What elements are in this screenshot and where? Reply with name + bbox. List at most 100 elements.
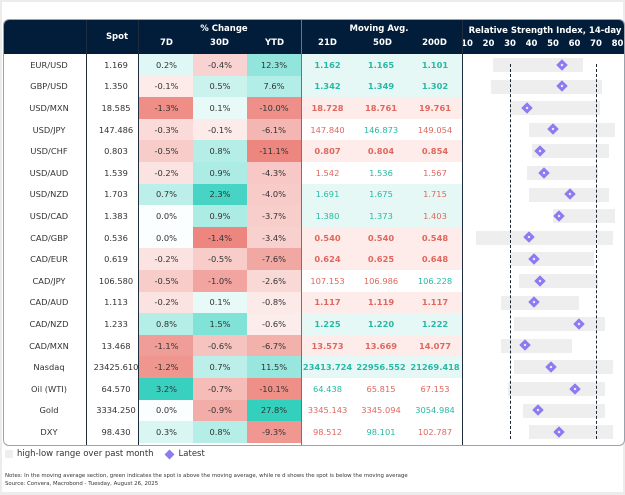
ma-21d: 23413.724 xyxy=(301,356,354,378)
ma-200d: 149.054 xyxy=(408,118,462,141)
ma-200d: 3054.984 xyxy=(408,399,462,422)
instrument-label: USD/JPY xyxy=(4,118,94,141)
header-50d: 50D xyxy=(373,38,392,48)
change-30d: -0.4% xyxy=(193,54,247,76)
table-row: CAD/JPY 106.580 -0.5% -1.0% -2.6% 107.153 106.… xyxy=(4,270,624,292)
ma-200d: 102.787 xyxy=(408,421,462,443)
ma-200d: 106.228 xyxy=(408,270,462,292)
change-ytd: -7.6% xyxy=(247,248,301,270)
rsi-range-bar xyxy=(529,122,616,137)
header-30d: 30D xyxy=(210,38,229,48)
change-7d: -0.5% xyxy=(139,270,194,292)
ma-50d: 146.873 xyxy=(354,118,408,141)
ma-50d: 1.220 xyxy=(354,313,408,335)
rsi-range-bar xyxy=(514,360,614,375)
header-21d: 21D xyxy=(318,38,337,48)
table-row: USD/NZD 1.703 0.7% 2.3% -4.0% 1.691 1.675 1.715 xyxy=(4,183,624,206)
ma-21d: 1.225 xyxy=(301,313,354,335)
ma-21d: 98.512 xyxy=(301,421,354,443)
ma-50d: 98.101 xyxy=(354,421,408,443)
header-rsi-title: Relative Strength Index, 14-day xyxy=(468,26,622,36)
table-row: Gold 3334.250 0.0% -0.9% 27.8% 3345.143 3345.0… xyxy=(4,399,624,422)
change-30d: 0.9% xyxy=(193,205,247,227)
ma-21d: 64.438 xyxy=(301,378,354,400)
header-pct-change: % Change xyxy=(200,24,248,34)
change-30d: -0.6% xyxy=(193,334,247,357)
instrument-label: CAD/NZD xyxy=(4,313,94,335)
source-line: Source: Convera, Macrobond - Tuesday, Au… xyxy=(5,481,159,487)
spot-value: 1.703 xyxy=(94,183,138,206)
ma-200d: 19.761 xyxy=(408,97,462,119)
spot-value: 1.383 xyxy=(94,205,138,227)
ma-21d: 1.342 xyxy=(301,75,354,98)
change-7d: -1.1% xyxy=(139,334,194,357)
ma-50d: 106.986 xyxy=(354,270,408,292)
change-7d: 0.8% xyxy=(139,313,194,335)
instrument-label: CAD/EUR xyxy=(4,248,94,270)
change-ytd: -2.6% xyxy=(247,270,301,292)
change-ytd: -10.1% xyxy=(247,378,301,400)
spot-value: 1.113 xyxy=(94,291,138,314)
instrument-label: CAD/JPY xyxy=(4,270,94,292)
ma-21d: 147.840 xyxy=(301,118,354,141)
rsi-range-bar xyxy=(507,382,605,396)
change-ytd: 27.8% xyxy=(247,399,301,422)
ma-200d: 1.222 xyxy=(408,313,462,335)
instrument-label: USD/CAD xyxy=(4,205,94,227)
ma-50d: 13.669 xyxy=(354,334,408,357)
change-ytd: -0.6% xyxy=(247,313,301,335)
header-moving-avg: Moving Avg. xyxy=(349,24,409,34)
spot-value: 0.619 xyxy=(94,248,138,270)
ma-200d: 1.302 xyxy=(408,75,462,98)
table-row: DXY 98.430 0.3% 0.8% -9.3% 98.512 98.101 102.78… xyxy=(4,421,624,443)
change-ytd: -0.8% xyxy=(247,291,301,314)
rsi-range-bar xyxy=(553,209,616,224)
rsi-range-bar xyxy=(529,425,614,440)
spot-value: 0.803 xyxy=(94,140,138,162)
change-7d: -0.2% xyxy=(139,248,194,270)
rsi-range-bar xyxy=(501,295,579,310)
change-ytd: 7.6% xyxy=(247,75,301,98)
change-30d: -0.1% xyxy=(193,118,247,141)
change-30d: -0.5% xyxy=(193,248,247,270)
ma-21d: 1.117 xyxy=(301,291,354,314)
ma-50d: 0.804 xyxy=(354,140,408,162)
instrument-label: CAD/AUD xyxy=(4,291,94,314)
change-7d: 0.2% xyxy=(139,54,194,76)
change-7d: -1.2% xyxy=(139,356,194,378)
rsi-range-bar xyxy=(514,317,605,332)
footnotes: Notes: In the moving average section, gr… xyxy=(5,472,408,488)
change-ytd: -4.3% xyxy=(247,162,301,184)
table-row: GBP/USD 1.350 -0.1% 0.5% 7.6% 1.342 1.349 1.302 xyxy=(4,75,624,98)
ma-200d: 0.854 xyxy=(408,140,462,162)
rsi-range-bar xyxy=(501,338,573,353)
change-7d: -0.2% xyxy=(139,162,194,184)
header-ytd: YTD xyxy=(264,38,284,48)
ma-21d: 0.807 xyxy=(301,140,354,162)
table-row: USD/CAD 1.383 0.0% 0.9% -3.7% 1.380 1.373 1.403 xyxy=(4,205,624,227)
ma-50d: 1.675 xyxy=(354,183,408,206)
change-7d: 0.7% xyxy=(139,183,194,206)
spot-value: 64.570 xyxy=(94,378,138,400)
spot-value: 13.468 xyxy=(94,334,138,357)
table-row: USD/CHF 0.803 -0.5% 0.8% -11.1% 0.807 0.804 0.8… xyxy=(4,140,624,162)
change-30d: 0.5% xyxy=(193,75,247,98)
rsi-range-bar xyxy=(490,79,603,94)
spot-value: 1.169 xyxy=(94,54,138,76)
column-divider xyxy=(301,20,302,445)
table-row: CAD/MXN 13.468 -1.1% -0.6% -6.7% 13.573 13.669… xyxy=(4,334,624,357)
change-ytd: -6.1% xyxy=(247,118,301,141)
table-row: USD/JPY 147.486 -0.3% -0.1% -6.1% 147.840 146.… xyxy=(4,118,624,141)
change-30d: -1.4% xyxy=(193,226,247,249)
rsi-range-bar xyxy=(475,230,614,245)
table-row: EUR/USD 1.169 0.2% -0.4% 12.3% 1.162 1.165 1.10… xyxy=(4,54,624,76)
ma-21d: 13.573 xyxy=(301,334,354,357)
change-30d: 0.7% xyxy=(193,356,247,378)
column-divider xyxy=(462,20,463,445)
change-ytd: -6.7% xyxy=(247,334,301,357)
spot-value: 1.350 xyxy=(94,75,138,98)
change-ytd: -11.1% xyxy=(247,140,301,162)
instrument-label: DXY xyxy=(4,421,94,443)
instrument-label: USD/CHF xyxy=(4,140,94,162)
spot-value: 1.233 xyxy=(94,313,138,335)
